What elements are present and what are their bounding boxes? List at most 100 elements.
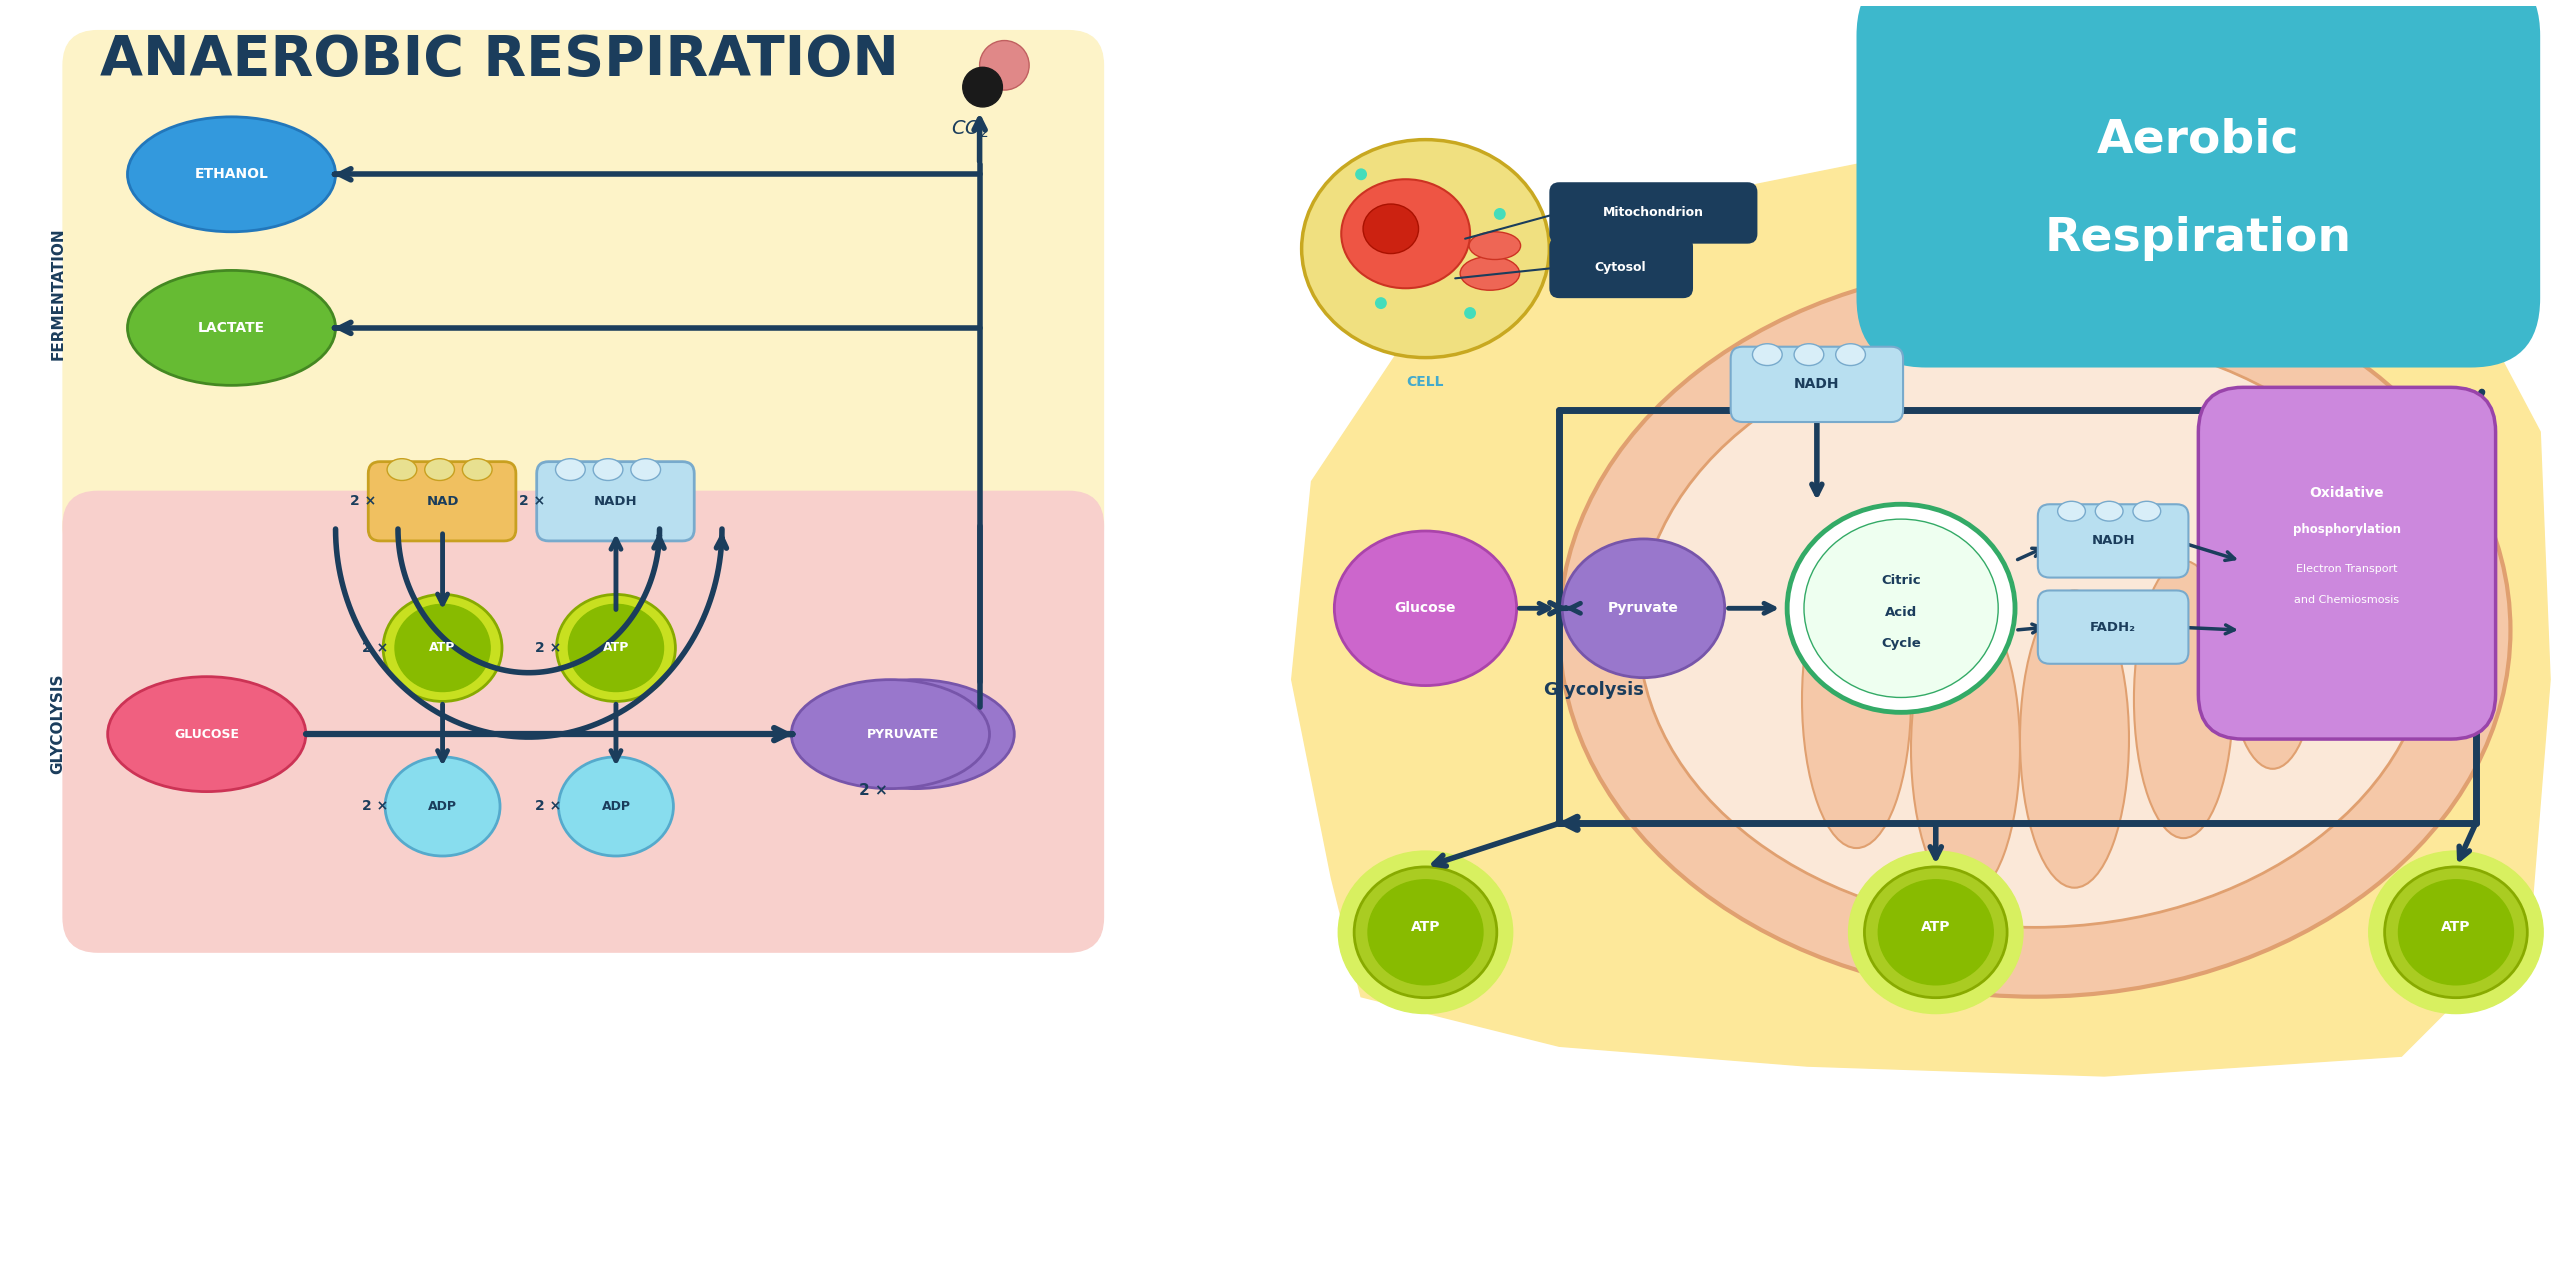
FancyBboxPatch shape xyxy=(369,462,517,541)
Text: ADP: ADP xyxy=(602,800,630,813)
Text: Glycolysis: Glycolysis xyxy=(1544,681,1644,699)
Ellipse shape xyxy=(394,604,489,691)
FancyBboxPatch shape xyxy=(2199,388,2496,739)
Ellipse shape xyxy=(963,68,1004,108)
Ellipse shape xyxy=(1300,140,1549,357)
Ellipse shape xyxy=(980,41,1029,90)
Text: FERMENTATION: FERMENTATION xyxy=(51,227,67,360)
Ellipse shape xyxy=(817,680,1014,788)
Ellipse shape xyxy=(128,116,335,232)
Text: $CO_2$: $CO_2$ xyxy=(950,119,988,141)
Text: Citric: Citric xyxy=(1882,573,1920,588)
Text: 2 ×: 2 × xyxy=(351,494,376,508)
Ellipse shape xyxy=(384,594,502,701)
Text: ETHANOL: ETHANOL xyxy=(195,168,269,182)
Circle shape xyxy=(1464,307,1477,319)
Text: ATP: ATP xyxy=(1411,920,1441,934)
Ellipse shape xyxy=(556,458,586,480)
Ellipse shape xyxy=(2368,851,2542,1014)
Ellipse shape xyxy=(1795,344,1823,366)
Text: Glucose: Glucose xyxy=(1395,602,1457,616)
Ellipse shape xyxy=(1879,879,1994,984)
Text: LACTATE: LACTATE xyxy=(197,321,266,335)
FancyBboxPatch shape xyxy=(1731,347,1902,422)
Text: Oxidative: Oxidative xyxy=(2309,486,2383,500)
Ellipse shape xyxy=(1836,344,1866,366)
Text: 2 ×: 2 × xyxy=(535,641,561,655)
Ellipse shape xyxy=(108,677,305,791)
Ellipse shape xyxy=(1805,520,1999,698)
Text: Acid: Acid xyxy=(1884,605,1917,618)
Text: Cytosol: Cytosol xyxy=(1595,261,1646,274)
Ellipse shape xyxy=(425,458,456,480)
Ellipse shape xyxy=(556,594,676,701)
Ellipse shape xyxy=(1559,264,2511,997)
Text: NADH: NADH xyxy=(594,495,637,508)
Ellipse shape xyxy=(384,756,499,856)
Ellipse shape xyxy=(1787,504,2015,713)
Ellipse shape xyxy=(2058,502,2086,521)
Text: and Chemiosmosis: and Chemiosmosis xyxy=(2294,595,2399,605)
Ellipse shape xyxy=(1864,867,2007,997)
FancyBboxPatch shape xyxy=(1856,0,2540,367)
Text: NADH: NADH xyxy=(2092,535,2135,548)
Text: 2 ×: 2 × xyxy=(535,800,561,814)
Text: GLUCOSE: GLUCOSE xyxy=(174,727,238,741)
Text: ATP: ATP xyxy=(602,641,630,654)
Text: Respiration: Respiration xyxy=(2045,216,2353,261)
Text: ANAEROBIC RESPIRATION: ANAEROBIC RESPIRATION xyxy=(100,33,899,87)
Ellipse shape xyxy=(2020,590,2130,888)
Ellipse shape xyxy=(1802,550,1910,849)
Ellipse shape xyxy=(1362,204,1418,253)
Circle shape xyxy=(1354,169,1367,180)
Text: CELL: CELL xyxy=(1408,375,1444,389)
Ellipse shape xyxy=(594,458,622,480)
Text: GLYCOLYSIS: GLYCOLYSIS xyxy=(51,675,67,774)
Ellipse shape xyxy=(1339,851,1513,1014)
Ellipse shape xyxy=(2132,502,2161,521)
Ellipse shape xyxy=(630,458,660,480)
FancyBboxPatch shape xyxy=(2038,590,2189,664)
Ellipse shape xyxy=(2227,531,2317,769)
Ellipse shape xyxy=(128,270,335,385)
Ellipse shape xyxy=(1334,531,1516,686)
Ellipse shape xyxy=(1848,851,2022,1014)
Text: 2 ×: 2 × xyxy=(520,494,545,508)
Text: 2 ×: 2 × xyxy=(361,800,389,814)
Text: ADP: ADP xyxy=(428,800,458,813)
Ellipse shape xyxy=(2094,502,2122,521)
Text: Mitochondrion: Mitochondrion xyxy=(1603,206,1705,219)
Circle shape xyxy=(1375,297,1388,308)
Text: Pyruvate: Pyruvate xyxy=(1608,602,1679,616)
Text: NAD: NAD xyxy=(428,495,458,508)
FancyBboxPatch shape xyxy=(1549,182,1756,243)
Ellipse shape xyxy=(1562,539,1725,677)
Text: FADH₂: FADH₂ xyxy=(2089,621,2135,634)
Ellipse shape xyxy=(1469,232,1521,260)
Ellipse shape xyxy=(558,756,673,856)
Ellipse shape xyxy=(463,458,492,480)
Text: phosphorylation: phosphorylation xyxy=(2294,522,2401,535)
Text: PYRUVATE: PYRUVATE xyxy=(868,727,940,741)
Text: ATP: ATP xyxy=(1920,920,1951,934)
Ellipse shape xyxy=(1638,333,2432,927)
Polygon shape xyxy=(1293,134,2550,1076)
FancyBboxPatch shape xyxy=(1549,237,1692,298)
Text: 2 ×: 2 × xyxy=(860,783,888,799)
Ellipse shape xyxy=(791,680,991,788)
Ellipse shape xyxy=(387,458,417,480)
Ellipse shape xyxy=(1910,600,2020,897)
Text: Aerobic: Aerobic xyxy=(2097,118,2299,163)
Ellipse shape xyxy=(1459,256,1521,291)
FancyBboxPatch shape xyxy=(2038,504,2189,577)
Ellipse shape xyxy=(1341,179,1469,288)
Text: ATP: ATP xyxy=(430,641,456,654)
Text: ATP: ATP xyxy=(2442,920,2470,934)
Text: NADH: NADH xyxy=(1795,378,1841,392)
Circle shape xyxy=(1495,207,1505,220)
FancyBboxPatch shape xyxy=(64,31,1103,561)
FancyBboxPatch shape xyxy=(64,492,1103,952)
FancyBboxPatch shape xyxy=(538,462,694,541)
Text: 2 ×: 2 × xyxy=(361,641,389,655)
Ellipse shape xyxy=(2383,867,2527,997)
